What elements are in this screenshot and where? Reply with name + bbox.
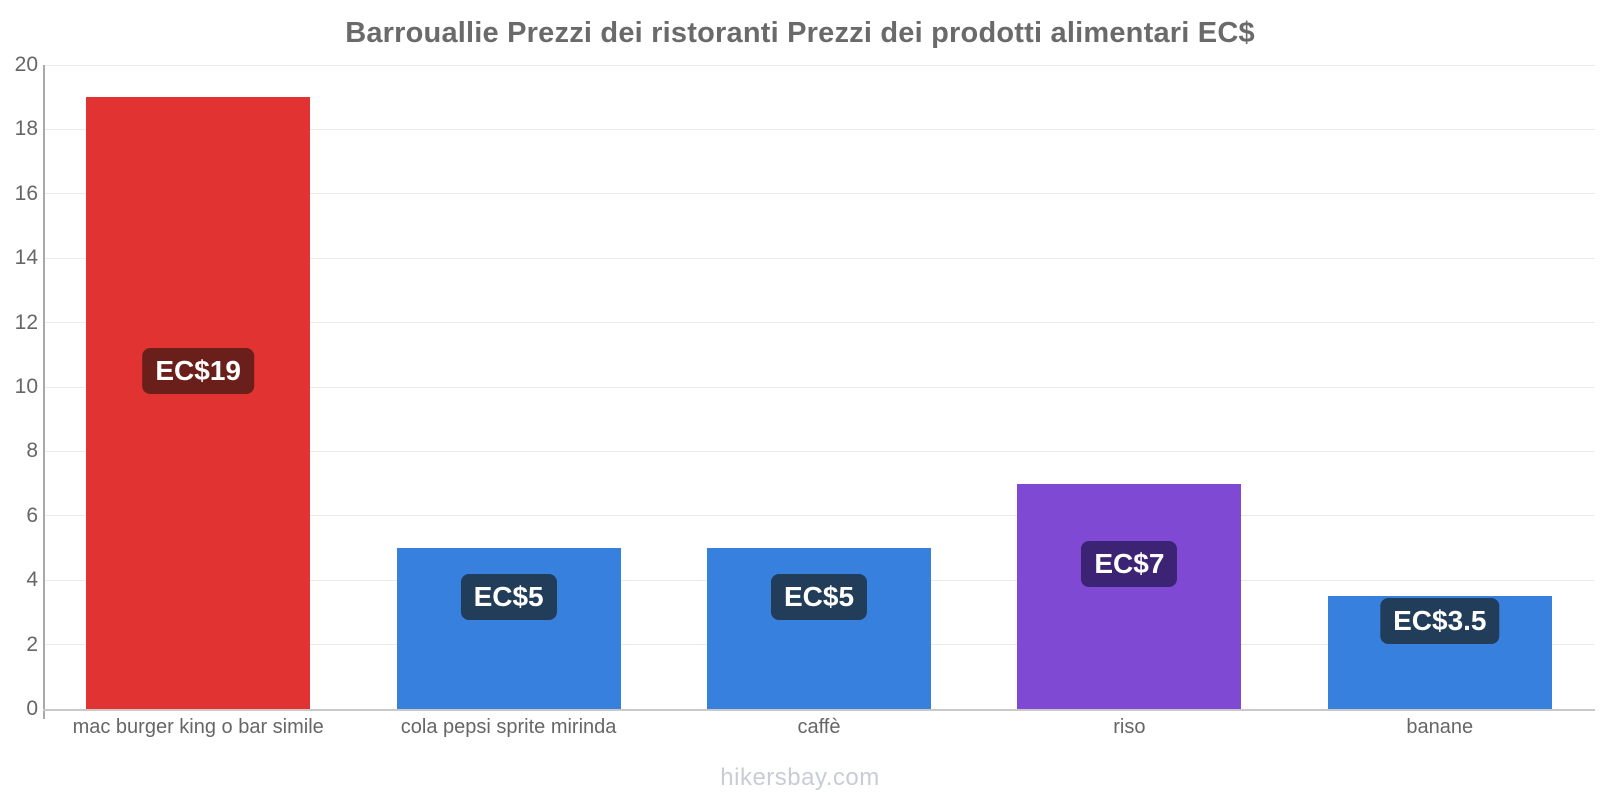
y-axis-tick-label: 4 xyxy=(26,568,38,592)
y-axis-tick-label: 18 xyxy=(14,117,38,141)
y-axis-tick-label: 2 xyxy=(26,632,38,656)
y-axis-tick-label: 20 xyxy=(14,53,38,76)
watermark: hikersbay.com xyxy=(720,764,880,791)
grid-line xyxy=(43,450,1595,452)
y-axis-tick-label: 12 xyxy=(14,310,38,334)
x-axis-label: cola pepsi sprite mirinda xyxy=(400,716,617,738)
bar-value-label: EC$5 xyxy=(770,573,868,620)
x-axis-line xyxy=(43,709,1595,711)
grid-line xyxy=(43,386,1595,388)
y-axis-tick-label: 14 xyxy=(14,246,38,270)
grid-line xyxy=(43,64,1595,66)
y-axis-tick-label: 6 xyxy=(26,503,38,527)
bar xyxy=(86,97,311,709)
x-axis-label: mac burger king o bar simile xyxy=(72,716,324,738)
y-axis-line xyxy=(43,65,45,719)
y-axis-tick-label: 8 xyxy=(26,439,38,463)
grid-line xyxy=(43,128,1595,130)
bar-value-label: EC$5 xyxy=(460,573,557,620)
bar-value-label: EC$3.5 xyxy=(1380,597,1500,644)
grid-line xyxy=(43,322,1595,324)
bar xyxy=(707,548,931,709)
bar xyxy=(1017,483,1242,709)
grid-line xyxy=(43,193,1595,195)
y-axis-tick-label: 10 xyxy=(14,375,38,398)
y-axis-tick-label: 16 xyxy=(14,181,38,205)
x-axis-label: riso xyxy=(1113,716,1146,738)
bar xyxy=(396,548,621,709)
bar-value-label: EC$19 xyxy=(142,348,254,395)
chart-title: Barrouallie Prezzi dei ristoranti Prezzi… xyxy=(345,17,1255,49)
grid-line xyxy=(43,257,1595,259)
grid-line xyxy=(43,515,1595,517)
y-axis-tick-label: 0 xyxy=(26,697,38,720)
bar-value-label: EC$7 xyxy=(1081,541,1178,588)
x-axis-label: banane xyxy=(1406,716,1474,738)
x-axis-label: caffè xyxy=(797,716,841,738)
